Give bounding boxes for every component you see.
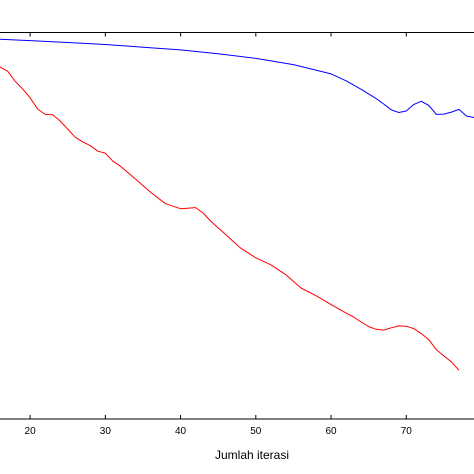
series-line-2	[0, 66, 460, 371]
x-tick-label-30: 30	[100, 426, 112, 437]
x-axis-ticks: 20 30 40 50 60 70	[25, 32, 413, 437]
x-tick-label-60: 60	[325, 426, 337, 437]
x-axis-label: Jumlah iterasi	[215, 448, 289, 462]
series-line-1	[0, 38, 474, 118]
x-tick-label-50: 50	[250, 426, 262, 437]
plot-area	[0, 32, 474, 420]
x-tick-label-20: 20	[25, 426, 37, 437]
x-tick-label-70: 70	[401, 426, 413, 437]
series-group	[0, 38, 474, 371]
x-tick-label-40: 40	[175, 426, 187, 437]
